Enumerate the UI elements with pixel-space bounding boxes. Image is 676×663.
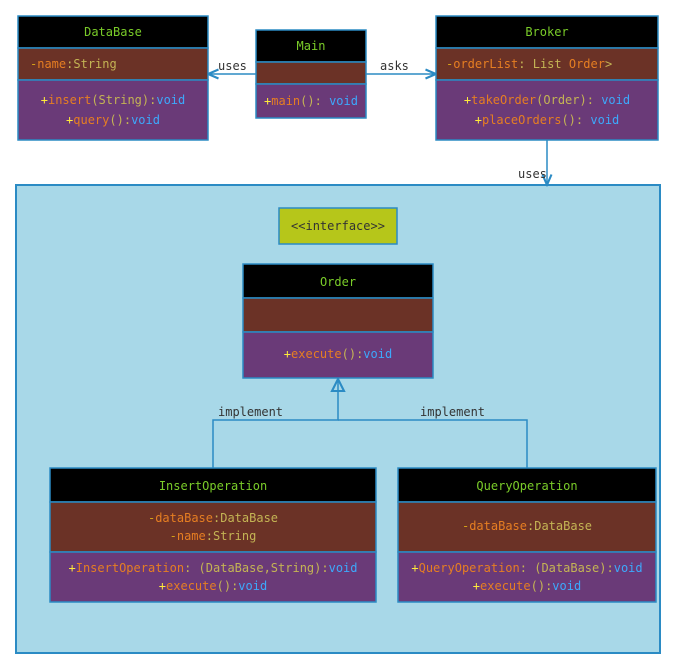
order-title: Order (320, 275, 356, 289)
class-insertoperation: InsertOperation -dataBase:DataBase -name… (50, 468, 376, 602)
edge-impl1-label: implement (218, 405, 283, 419)
edge-uses-db-label: uses (218, 59, 247, 73)
class-broker: Broker -orderList: List Order> +takeOrde… (436, 16, 658, 140)
insertop-a2: -name:String (170, 529, 257, 543)
database-attr: -name:String (30, 57, 117, 71)
queryop-title: QueryOperation (476, 479, 577, 493)
order-m1: +execute():void (284, 347, 392, 361)
insertop-title: InsertOperation (159, 479, 267, 493)
edge-broker-uses-label: uses (518, 167, 547, 181)
database-title: DataBase (84, 25, 142, 39)
insertop-a1: -dataBase:DataBase (148, 511, 278, 525)
queryop-m2: +execute():void (473, 579, 581, 593)
edge-asks-label: asks (380, 59, 409, 73)
main-m1: +main(): void (264, 94, 358, 108)
database-m2: +query():void (66, 113, 160, 127)
edge-impl2-label: implement (420, 405, 485, 419)
broker-title: Broker (525, 25, 568, 39)
broker-attr: -orderList: List Order> (446, 57, 612, 71)
insertop-m1: +InsertOperation: (DataBase,String):void (68, 561, 357, 575)
interface-stereotype: <<interface>> (279, 208, 397, 244)
broker-m1: +takeOrder(Order): void (464, 93, 630, 107)
class-queryoperation: QueryOperation -dataBase:DataBase +Query… (398, 468, 656, 602)
class-main: Main +main(): void (256, 30, 366, 118)
interface-tag-text: <<interface>> (291, 219, 385, 233)
class-order: Order +execute():void (243, 264, 433, 378)
queryop-a1: -dataBase:DataBase (462, 519, 592, 533)
database-m1: +insert(String):void (41, 93, 186, 107)
uml-diagram: uses asks uses implement implement <<int… (0, 0, 676, 663)
class-database: DataBase -name:String +insert(String):vo… (18, 16, 208, 140)
insertop-m2: +execute():void (159, 579, 267, 593)
main-title: Main (297, 39, 326, 53)
queryop-m1: +QueryOperation: (DataBase):void (411, 561, 642, 575)
broker-m2: +placeOrders(): void (475, 113, 620, 127)
